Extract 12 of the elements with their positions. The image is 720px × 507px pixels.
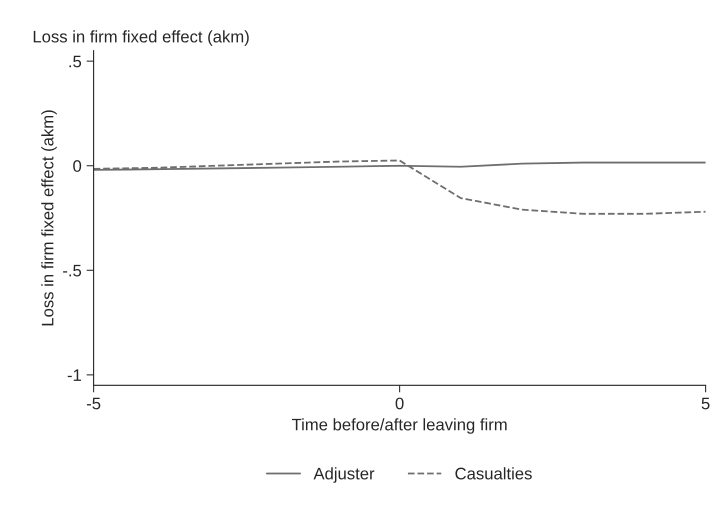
y-tick-label: -1: [68, 369, 81, 381]
legend-label: Casualties: [455, 467, 532, 480]
y-tick-label: 0: [73, 160, 82, 172]
x-tick-label: 0: [396, 398, 404, 410]
legend-label: Adjuster: [313, 467, 374, 483]
x-tick-label: -5: [86, 398, 100, 410]
x-axis-title: Time before/after leaving firm: [292, 418, 507, 434]
y-axis-title: Loss in firm fixed effect (akm): [41, 110, 57, 326]
y-tick-label: .5: [69, 56, 82, 68]
chart-title: Loss in firm fixed effect (akm): [34, 30, 249, 46]
x-tick-label: 5: [702, 398, 710, 410]
y-tick-label: -.5: [63, 264, 82, 276]
